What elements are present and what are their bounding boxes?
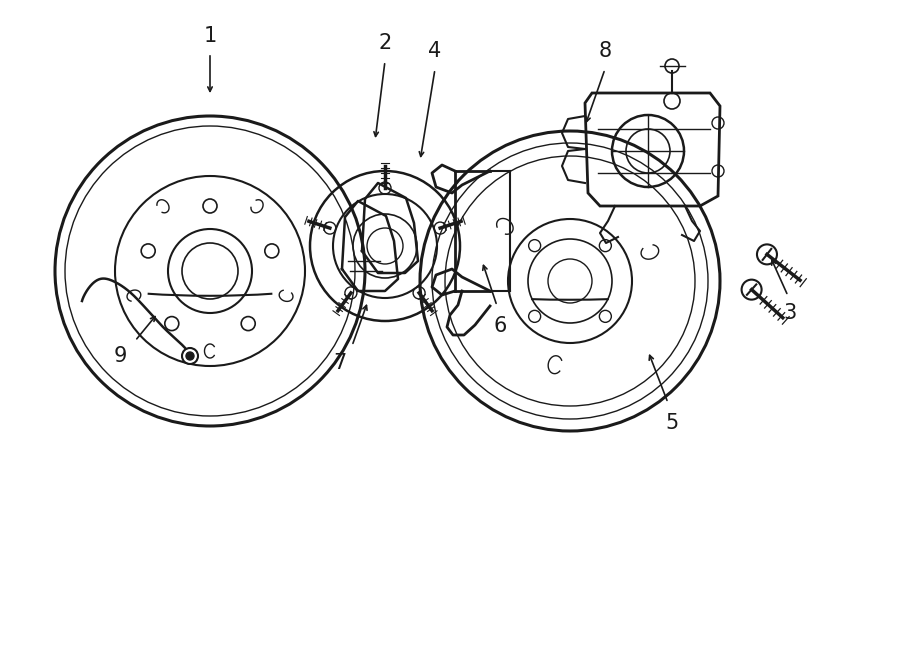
Text: 6: 6 — [493, 316, 507, 336]
Text: 1: 1 — [203, 26, 217, 46]
Text: 7: 7 — [333, 353, 346, 373]
Text: 4: 4 — [428, 41, 442, 61]
Text: 9: 9 — [113, 346, 127, 366]
Text: 5: 5 — [665, 413, 679, 433]
Text: 8: 8 — [598, 41, 612, 61]
Text: 2: 2 — [378, 33, 392, 53]
Text: 3: 3 — [783, 303, 796, 323]
Circle shape — [186, 352, 194, 360]
Circle shape — [182, 348, 198, 364]
